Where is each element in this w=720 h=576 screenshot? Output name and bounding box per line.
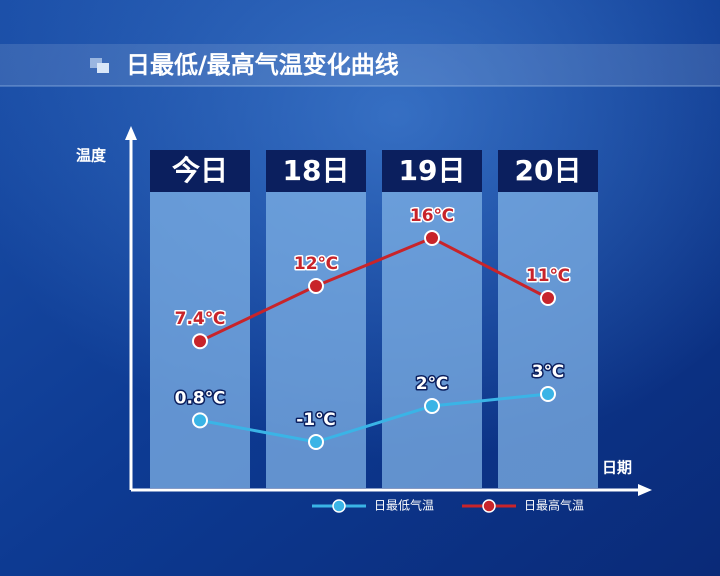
day-column [498,190,598,488]
x-tick-label: 20日 [515,154,582,187]
data-label: 2℃ [416,374,448,394]
day-header [266,150,366,192]
x-tick-label: 19日 [399,154,466,187]
day-header [498,150,598,192]
x-tick-label: 今日 [172,154,228,187]
data-label: 0.8℃ [175,388,226,408]
data-point [308,278,324,294]
day-header [150,150,250,192]
data-point [192,333,208,350]
data-label: 11℃ [526,266,570,286]
day-header [382,150,482,192]
legend-marker [332,499,346,513]
title-band [0,44,720,86]
data-point [424,398,440,414]
data-label: 3℃ [532,362,564,382]
series-line [199,392,549,444]
y-axis-arrow [125,126,137,140]
data-label: -1℃ [296,410,335,430]
data-point [540,290,556,306]
legend-label: 日最低气温 [374,498,434,513]
title-icon [97,63,109,73]
series-line [199,236,549,343]
legend-label: 日最高气温 [524,498,584,513]
data-label: 16℃ [410,206,454,226]
data-label: 7.4℃ [175,309,226,329]
y-axis-label: 温度 [76,147,107,165]
data-point [424,230,440,246]
x-tick-label: 18日 [283,154,350,187]
legend-marker [482,499,496,513]
data-point [192,412,208,429]
data-point [540,386,556,402]
data-point [308,434,324,450]
title-icon [90,58,102,68]
x-axis-arrow [638,484,652,496]
x-axis-label: 日期 [602,459,632,477]
data-label: 12℃ [294,254,338,274]
chart-title: 日最低/最高气温变化曲线 [126,51,399,79]
